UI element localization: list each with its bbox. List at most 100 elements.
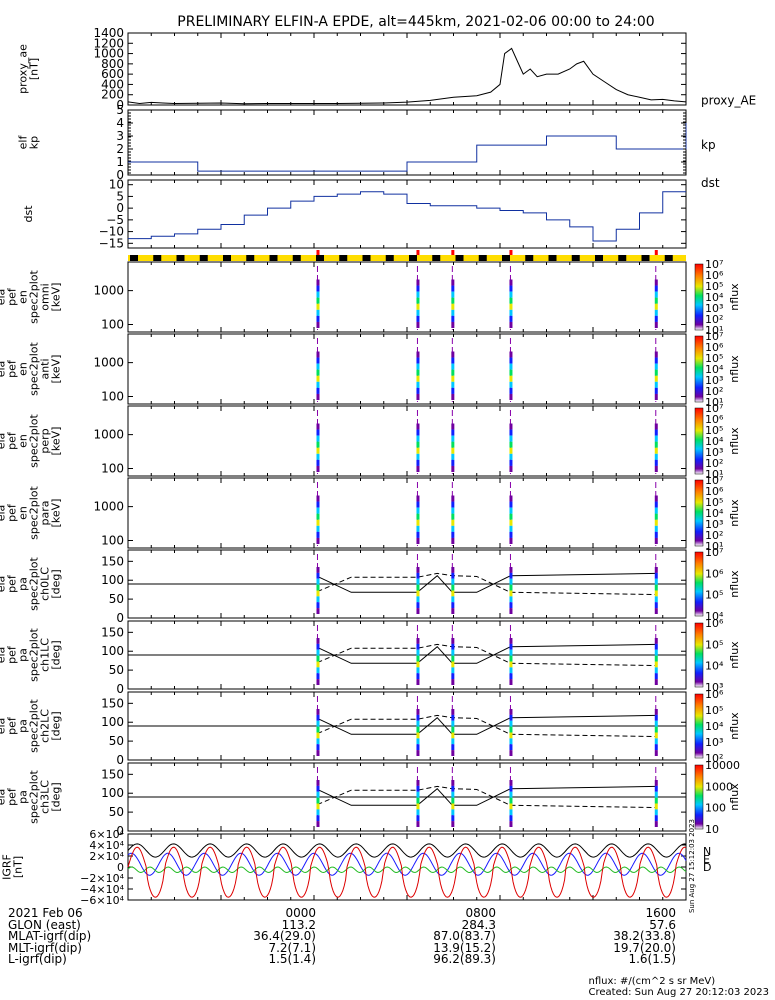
pa_ch0-ylabel: ela: [0, 576, 8, 593]
en_omni-flux-pixel: [416, 309, 420, 316]
en_para-flux-pixel: [509, 531, 513, 538]
en_anti-flux-pixel: [654, 387, 658, 394]
en_perp-ylabel: perp: [39, 428, 52, 453]
pa_ch2-colorbar-tick-label: 10⁴: [705, 720, 724, 733]
pa_ch3-flux-pixel: [416, 803, 420, 810]
en_para-colorbar: [694, 479, 704, 547]
pa_ch2-flux-pixel: [316, 720, 320, 727]
en_perp-colorbar-label: nflux: [728, 427, 741, 455]
kp-step-line: [128, 123, 687, 172]
pa_ch3-flux-pixel: [451, 797, 455, 804]
pa_ch1-flux-pixel: [316, 673, 320, 680]
ephemeris-cell-c: 38.2(33.8): [613, 929, 676, 943]
pa_ch2-colorbar-tick-label: 10⁶: [705, 688, 724, 701]
pa_ch2-flux-pixel: [451, 709, 455, 715]
en_para-flux-pixel: [509, 501, 513, 508]
zone-bar-block: [130, 255, 138, 261]
zone-bar-block: [246, 255, 255, 261]
en_para-frame: [127, 477, 687, 549]
en_perp-flux-pixel: [654, 429, 658, 436]
en_omni-flux-pixel: [316, 285, 320, 292]
zone-bar-block: [525, 255, 534, 261]
en_omni-flux-pixel: [654, 321, 658, 328]
en_perp-flux-pixel: [451, 459, 455, 466]
en_omni-ylabel: pef: [6, 287, 19, 306]
en_para-flux-pixel: [416, 519, 420, 526]
pa_ch1-colorbar-tick-label: 10⁵: [705, 638, 723, 651]
pa_ch2-flux-pixel: [509, 750, 513, 756]
science-zone-marker: [509, 250, 513, 255]
en_perp-colorbar-tick-label: 10⁶: [705, 413, 724, 426]
pa_ch0-anti-loss-cone-line: [317, 572, 656, 596]
pa_ch3-ytick-label: 150: [101, 767, 124, 781]
en_para-colorbar-tick-label: 10⁷: [705, 474, 723, 487]
en_para-flux-pixel: [654, 495, 658, 502]
en_anti-ylabel: anti: [39, 358, 52, 379]
pa_ch2-flux-pixel: [509, 738, 513, 745]
en_anti-flux-pixel: [316, 351, 320, 358]
en_para-flux-pixel: [416, 495, 420, 502]
ephemeris-cell-label: L-igrf(dip): [8, 952, 67, 966]
dst-legend-label: dst: [701, 176, 720, 190]
en_para-ylabel: spec2plot: [28, 486, 41, 540]
en_omni-flux-pixel: [416, 303, 420, 310]
pa_ch2-flux-pixel: [416, 750, 420, 756]
pa_ch0-flux-pixel: [654, 567, 658, 573]
en_perp-flux-pixel: [654, 459, 658, 466]
en_omni-flux-pixel: [509, 279, 513, 286]
en_para-flux-pixel: [654, 513, 658, 520]
pa_ch3-flux-pixel: [509, 785, 513, 792]
en_perp-flux-pixel: [509, 435, 513, 442]
pa_ch0-ylabel: [deg]: [50, 569, 63, 598]
pa_ch0-flux-pixel: [316, 567, 320, 573]
science-zone-marker: [416, 250, 420, 255]
pa_ch1-flux-pixel: [416, 655, 420, 662]
orbit-ephemeris-table: 2021 Feb 06 0000 0800 1600 GLON (east) 113.2 2…: [8, 906, 768, 966]
en_anti-flux-pixel: [509, 381, 513, 388]
pa_ch2-flux-pixel: [451, 714, 455, 721]
pa_ch3-ylabel: [deg]: [50, 782, 63, 811]
en_para-flux-pixel: [654, 531, 658, 538]
en_perp-flux-pixel: [316, 435, 320, 442]
en_anti-ylabel: [keV]: [50, 355, 63, 384]
pa_ch1-flux-pixel: [316, 643, 320, 650]
pa_ch3-flux-pixel: [316, 803, 320, 810]
pa_ch1-flux-pixel: [316, 667, 320, 674]
pa_ch0-flux-pixel: [416, 567, 420, 573]
pa_ch2-ylabel: ela: [0, 718, 8, 735]
pa_ch2-ylabel: spec2plot: [28, 699, 41, 753]
en_omni-flux-pixel: [316, 315, 320, 322]
ephemeris-cell-c: 1600: [645, 906, 676, 920]
igrf-ytick-label: −6×10⁴: [80, 894, 124, 907]
en_anti-colorbar-tick-label: 10³: [705, 374, 723, 387]
igrf-legend-E: E: [703, 853, 710, 866]
pa_ch0-colorbar-label: nflux: [728, 570, 741, 598]
science-zone-marker: [316, 250, 320, 255]
dst-ytick-label: 5: [116, 189, 124, 203]
pa_ch3-ylabel: pa: [17, 790, 30, 804]
pa_ch3-colorbar-tick-label: 10000: [705, 759, 740, 772]
science-zone-marker: [654, 250, 658, 255]
en_omni-flux-pixel: [451, 315, 455, 322]
pa_ch2-ylabel: ch2LC: [39, 709, 52, 743]
ephemeris-row: L-igrf(dip) 1.5(1.4) 96.2(89.3) 1.6(1.5): [8, 952, 768, 966]
kp-ytick-label: 1: [116, 155, 124, 169]
pa_ch1-flux-pixel: [416, 643, 420, 650]
en_anti-flux-pixel: [451, 375, 455, 382]
en_omni-flux-pixel: [509, 291, 513, 298]
en_anti-flux-pixel: [316, 369, 320, 376]
en_omni-colorbar: [694, 263, 704, 331]
kp-ytick-label: 4: [116, 116, 124, 130]
en_para-flux-pixel: [451, 525, 455, 532]
igrf-ylabel: [nT]: [12, 856, 25, 878]
en_omni-flux-pixel: [416, 315, 420, 322]
en_anti-ylabel: en: [17, 362, 30, 376]
ephemeris-cell-a: 7.2(7.1): [268, 940, 316, 955]
pa_ch2-flux-pixel: [654, 750, 658, 756]
en_anti-flux-pixel: [416, 381, 420, 388]
en_perp-ylabel: en: [17, 434, 30, 448]
en_anti-ytick-label: 1000: [93, 356, 124, 370]
pa_ch0-flux-pixel: [416, 602, 420, 609]
en_omni-flux-pixel: [451, 279, 455, 286]
proxy_ae-ytick-label: 800: [101, 57, 124, 71]
